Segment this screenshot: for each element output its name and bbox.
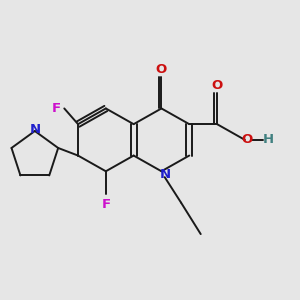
Text: F: F: [52, 102, 61, 115]
Text: N: N: [29, 123, 40, 136]
Text: N: N: [160, 168, 171, 181]
Text: H: H: [263, 134, 274, 146]
Text: O: O: [241, 134, 252, 146]
Text: O: O: [212, 79, 223, 92]
Text: O: O: [156, 63, 167, 76]
Text: F: F: [101, 198, 110, 211]
